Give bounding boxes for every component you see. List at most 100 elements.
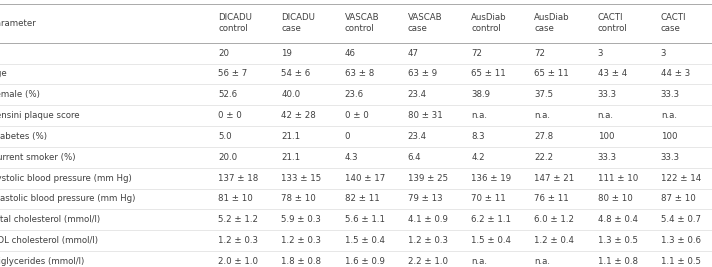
Text: 87 ± 10: 87 ± 10 <box>661 194 696 203</box>
Text: 54 ± 6: 54 ± 6 <box>281 69 310 78</box>
Text: Female (%): Female (%) <box>0 90 40 99</box>
Text: 76 ± 11: 76 ± 11 <box>534 194 569 203</box>
Text: 0: 0 <box>345 132 350 141</box>
Text: 63 ± 8: 63 ± 8 <box>345 69 374 78</box>
Text: 21.1: 21.1 <box>281 132 300 141</box>
Text: 1.5 ± 0.4: 1.5 ± 0.4 <box>471 236 511 245</box>
Text: DICADU
case: DICADU case <box>281 13 315 33</box>
Text: 72: 72 <box>471 49 482 58</box>
Text: 47: 47 <box>408 49 419 58</box>
Text: 0 ± 0: 0 ± 0 <box>345 111 368 120</box>
Text: Diastolic blood pressure (mm Hg): Diastolic blood pressure (mm Hg) <box>0 194 135 203</box>
Text: CACTI
control: CACTI control <box>597 13 627 33</box>
Text: 1.3 ± 0.5: 1.3 ± 0.5 <box>597 236 638 245</box>
Text: 4.2: 4.2 <box>471 153 485 162</box>
Text: n.a.: n.a. <box>471 257 487 266</box>
Text: Pensini plaque score: Pensini plaque score <box>0 111 79 120</box>
Text: 4.1 ± 0.9: 4.1 ± 0.9 <box>408 215 448 224</box>
Text: 139 ± 25: 139 ± 25 <box>408 174 448 183</box>
Text: 3: 3 <box>597 49 603 58</box>
Text: 5.9 ± 0.3: 5.9 ± 0.3 <box>281 215 321 224</box>
Text: 40.0: 40.0 <box>281 90 300 99</box>
Text: 1.3 ± 0.6: 1.3 ± 0.6 <box>661 236 701 245</box>
Text: 21.1: 21.1 <box>281 153 300 162</box>
Text: 46: 46 <box>345 49 355 58</box>
Text: 111 ± 10: 111 ± 10 <box>597 174 638 183</box>
Text: 44 ± 3: 44 ± 3 <box>661 69 690 78</box>
Text: 1.6 ± 0.9: 1.6 ± 0.9 <box>345 257 384 266</box>
Text: 2.0 ± 1.0: 2.0 ± 1.0 <box>218 257 258 266</box>
Text: 42 ± 28: 42 ± 28 <box>281 111 316 120</box>
Text: VASCAB
control: VASCAB control <box>345 13 379 33</box>
Text: 65 ± 11: 65 ± 11 <box>534 69 569 78</box>
Text: 5.0: 5.0 <box>218 132 231 141</box>
Text: 19: 19 <box>281 49 292 58</box>
Text: Systolic blood pressure (mm Hg): Systolic blood pressure (mm Hg) <box>0 174 132 183</box>
Text: 80 ± 31: 80 ± 31 <box>408 111 443 120</box>
Text: 79 ± 13: 79 ± 13 <box>408 194 442 203</box>
Text: 1.2 ± 0.3: 1.2 ± 0.3 <box>218 236 258 245</box>
Text: 33.3: 33.3 <box>661 153 680 162</box>
Text: 43 ± 4: 43 ± 4 <box>597 69 627 78</box>
Text: 6.2 ± 1.1: 6.2 ± 1.1 <box>471 215 511 224</box>
Text: DICADU
control: DICADU control <box>218 13 252 33</box>
Text: 70 ± 11: 70 ± 11 <box>471 194 506 203</box>
Text: 63 ± 9: 63 ± 9 <box>408 69 437 78</box>
Text: 100: 100 <box>661 132 677 141</box>
Text: 37.5: 37.5 <box>534 90 553 99</box>
Text: 38.9: 38.9 <box>471 90 490 99</box>
Text: AusDiab
case: AusDiab case <box>534 13 570 33</box>
Text: 22.2: 22.2 <box>534 153 553 162</box>
Text: CACTI
case: CACTI case <box>661 13 686 33</box>
Text: 20.0: 20.0 <box>218 153 237 162</box>
Text: 80 ± 10: 80 ± 10 <box>597 194 632 203</box>
Text: 5.4 ± 0.7: 5.4 ± 0.7 <box>661 215 701 224</box>
Text: 100: 100 <box>597 132 614 141</box>
Text: 1.1 ± 0.8: 1.1 ± 0.8 <box>597 257 638 266</box>
Text: Age: Age <box>0 69 8 78</box>
Text: n.a.: n.a. <box>661 111 677 120</box>
Text: 8.3: 8.3 <box>471 132 485 141</box>
Text: 4.3: 4.3 <box>345 153 358 162</box>
Text: Triglycerides (mmol/l): Triglycerides (mmol/l) <box>0 257 84 266</box>
Text: HDL cholesterol (mmol/l): HDL cholesterol (mmol/l) <box>0 236 98 245</box>
Text: 33.3: 33.3 <box>597 153 617 162</box>
Text: 1.8 ± 0.8: 1.8 ± 0.8 <box>281 257 321 266</box>
Text: 78 ± 10: 78 ± 10 <box>281 194 316 203</box>
Text: 52.6: 52.6 <box>218 90 237 99</box>
Text: 1.2 ± 0.3: 1.2 ± 0.3 <box>281 236 321 245</box>
Text: 0 ± 0: 0 ± 0 <box>218 111 242 120</box>
Text: Parameter: Parameter <box>0 19 36 28</box>
Text: 1.5 ± 0.4: 1.5 ± 0.4 <box>345 236 384 245</box>
Text: 23.4: 23.4 <box>408 132 427 141</box>
Text: 33.3: 33.3 <box>661 90 680 99</box>
Text: 5.2 ± 1.2: 5.2 ± 1.2 <box>218 215 258 224</box>
Text: 65 ± 11: 65 ± 11 <box>471 69 506 78</box>
Text: 147 ± 21: 147 ± 21 <box>534 174 575 183</box>
Text: 20: 20 <box>218 49 229 58</box>
Text: 133 ± 15: 133 ± 15 <box>281 174 322 183</box>
Text: 33.3: 33.3 <box>597 90 617 99</box>
Text: 1.1 ± 0.5: 1.1 ± 0.5 <box>661 257 701 266</box>
Text: 27.8: 27.8 <box>534 132 553 141</box>
Text: 72: 72 <box>534 49 545 58</box>
Text: VASCAB
case: VASCAB case <box>408 13 442 33</box>
Text: 1.2 ± 0.4: 1.2 ± 0.4 <box>534 236 575 245</box>
Text: 2.2 ± 1.0: 2.2 ± 1.0 <box>408 257 448 266</box>
Text: n.a.: n.a. <box>597 111 614 120</box>
Text: 122 ± 14: 122 ± 14 <box>661 174 701 183</box>
Text: n.a.: n.a. <box>471 111 487 120</box>
Text: n.a.: n.a. <box>534 257 550 266</box>
Text: 5.6 ± 1.1: 5.6 ± 1.1 <box>345 215 384 224</box>
Text: 6.0 ± 1.2: 6.0 ± 1.2 <box>534 215 575 224</box>
Text: 56 ± 7: 56 ± 7 <box>218 69 247 78</box>
Text: Total cholesterol (mmol/l): Total cholesterol (mmol/l) <box>0 215 100 224</box>
Text: 1.2 ± 0.3: 1.2 ± 0.3 <box>408 236 448 245</box>
Text: 6.4: 6.4 <box>408 153 422 162</box>
Text: 140 ± 17: 140 ± 17 <box>345 174 385 183</box>
Text: 23.4: 23.4 <box>408 90 427 99</box>
Text: 23.6: 23.6 <box>345 90 364 99</box>
Text: Current smoker (%): Current smoker (%) <box>0 153 75 162</box>
Text: 81 ± 10: 81 ± 10 <box>218 194 253 203</box>
Text: 3: 3 <box>661 49 666 58</box>
